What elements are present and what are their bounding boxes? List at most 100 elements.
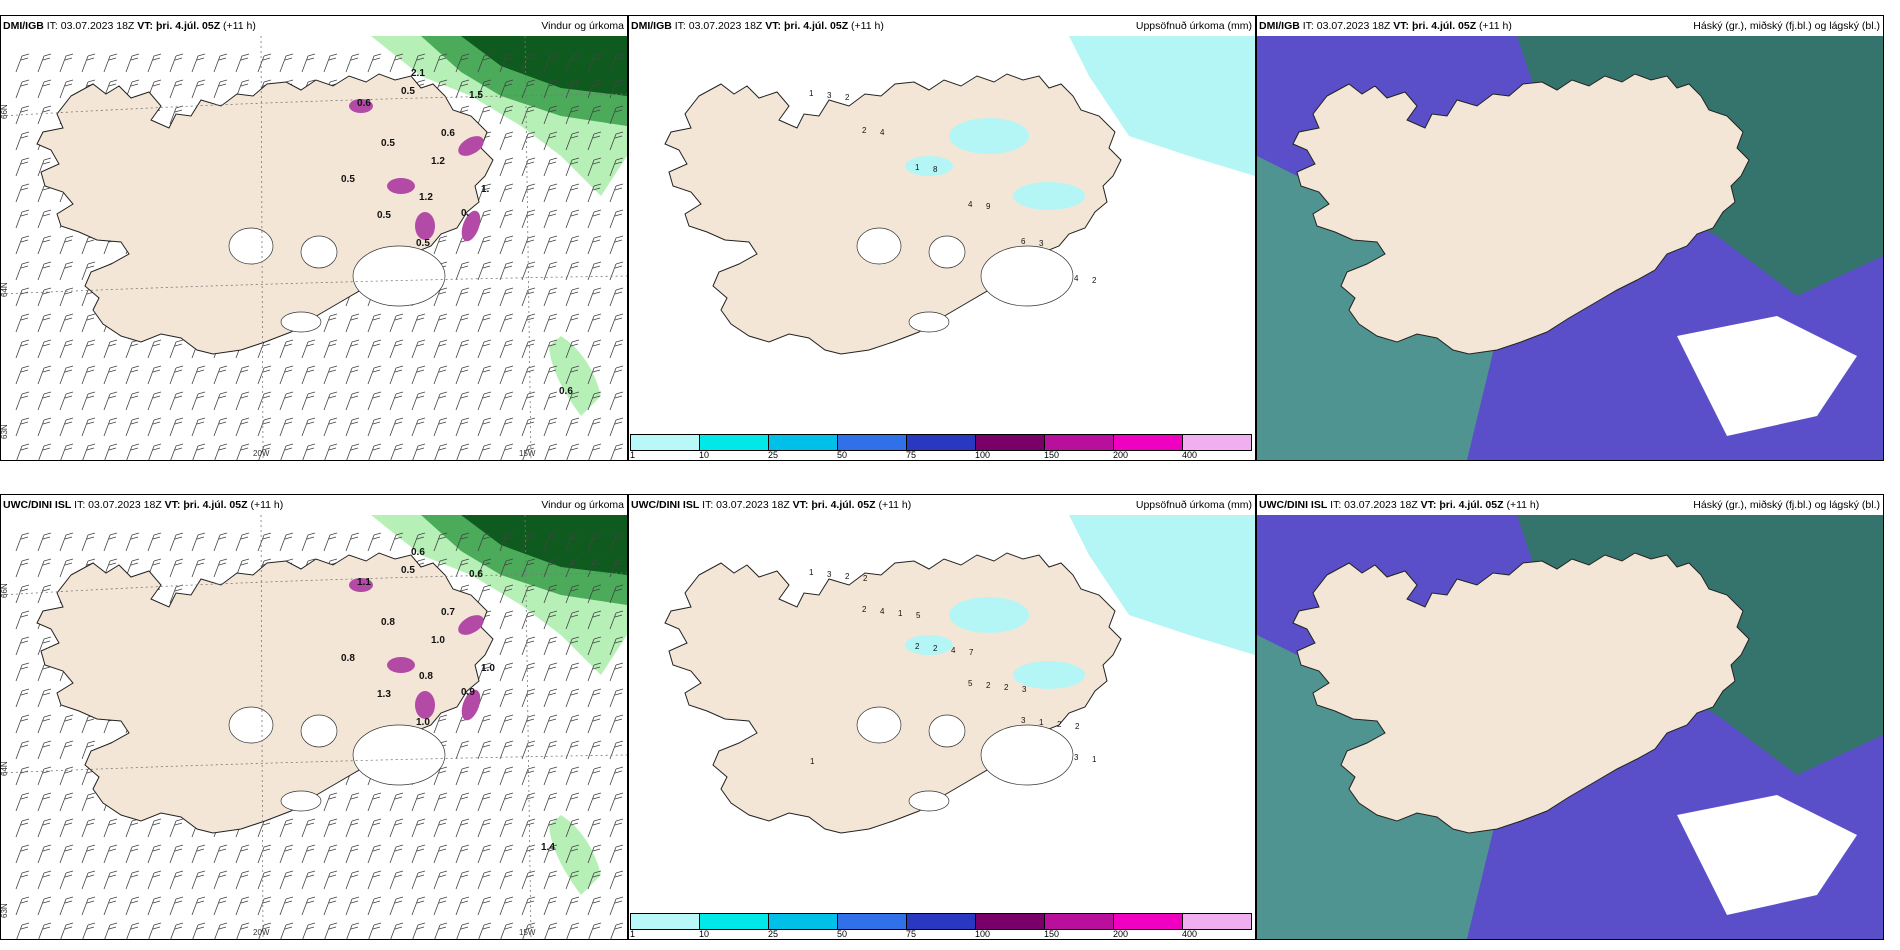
colorbar-swatch — [630, 434, 700, 451]
colorbar-label: 400 — [1182, 450, 1198, 460]
wind-barb — [499, 818, 514, 838]
lat-label: 64N — [1, 282, 9, 297]
wind-barb — [609, 287, 624, 307]
wind-barb — [587, 688, 602, 708]
wind-barb — [609, 870, 624, 890]
wind-barb — [455, 896, 470, 916]
wind-barb — [499, 105, 514, 125]
wind-barb — [15, 235, 30, 255]
wind-barb — [609, 740, 624, 760]
wind-barb — [191, 844, 206, 864]
accum-value-label: 1 — [915, 163, 920, 172]
wind-barb — [587, 209, 602, 229]
wind-barb — [543, 183, 558, 203]
wind-barb — [609, 183, 624, 203]
wind-barb — [59, 896, 74, 916]
wind-barb — [191, 870, 206, 890]
wind-barb — [543, 688, 558, 708]
wind-barb — [565, 558, 580, 578]
wind-barb — [499, 53, 514, 73]
wind-barb — [301, 896, 316, 916]
wind-barb — [257, 896, 272, 916]
wind-barb — [323, 53, 338, 73]
precip-value-label: 1.2 — [431, 156, 445, 167]
wind-barb — [59, 391, 74, 411]
wind-barb — [345, 532, 360, 552]
wind-barb — [147, 339, 162, 359]
wind-barb — [148, 922, 162, 939]
wind-barb — [500, 443, 514, 460]
wind-barb — [587, 365, 602, 385]
wind-barb — [389, 53, 404, 73]
wind-barb — [587, 740, 602, 760]
wind-barb — [565, 584, 580, 604]
sea-precip-label: 1.4 — [541, 842, 555, 853]
model-name: UWC/DINI ISL — [1259, 499, 1328, 511]
wind-barb — [301, 870, 316, 890]
wind-barb — [587, 105, 602, 125]
accum-value-label: 2 — [1075, 722, 1080, 731]
precip-purple-cells — [349, 99, 484, 242]
wind-barb — [126, 443, 140, 460]
precip-value-label: 1.5 — [469, 90, 483, 101]
wind-barb — [235, 53, 250, 73]
wind-barb — [37, 79, 52, 99]
wind-barb — [587, 662, 602, 682]
accum-value-label: 2 — [845, 93, 850, 102]
wind-barb — [257, 532, 272, 552]
wind-barb — [59, 365, 74, 385]
graticule — [1, 515, 627, 939]
wind-barb — [477, 844, 492, 864]
accum-value-label: 2 — [1092, 276, 1097, 285]
colorbar-label: 100 — [975, 450, 991, 460]
valid-time: þri. 4.júl. 05Z — [1439, 499, 1504, 511]
wind-barb — [15, 365, 30, 385]
wind-barb — [103, 365, 118, 385]
wind-barb — [411, 365, 426, 385]
wind-barb — [103, 870, 118, 890]
wind-barb — [499, 714, 514, 734]
wind-barb — [323, 313, 338, 333]
wind-barb — [477, 365, 492, 385]
wind-barb — [15, 766, 30, 786]
panel-title: UWC/DINI ISL IT: 03.07.2023 18Z VT: þri.… — [1, 495, 627, 515]
wind-barb — [192, 443, 206, 460]
wind-barb — [521, 417, 536, 437]
wind-barb — [565, 105, 580, 125]
wind-barb — [345, 53, 360, 73]
wind-barb — [59, 870, 74, 890]
wind-barb — [147, 870, 162, 890]
accum-labels: 1 2 1 4 6 4 3 4 8 9 3 2 2 — [809, 89, 1097, 285]
wind-barb — [565, 688, 580, 708]
colorbar-label: 1 — [630, 929, 636, 939]
accum-value-label: 2 — [862, 126, 867, 135]
wind-barb — [147, 896, 162, 916]
map-area: 1 2 1 4 6 4 3 4 8 9 3 2 2 — [629, 36, 1255, 460]
wind-barb — [15, 532, 30, 552]
wind-barb — [499, 558, 514, 578]
wind-barb — [82, 443, 96, 460]
wind-barb — [213, 844, 228, 864]
wind-barb — [367, 339, 382, 359]
wind-barb — [367, 818, 382, 838]
wind-barb — [477, 662, 492, 682]
accum-value-label: 6 — [1021, 237, 1026, 246]
wind-barb — [213, 391, 228, 411]
lead-time: (+11 h) — [851, 20, 884, 32]
wind-barb — [81, 365, 96, 385]
wind-barb — [279, 339, 294, 359]
wind-barb — [169, 558, 184, 578]
wind-barb — [15, 105, 30, 125]
wind-barb — [477, 235, 492, 255]
wind-barb — [455, 870, 470, 890]
precip-value-label: 0.5 — [401, 565, 415, 576]
accum-value-label: 1 — [1092, 755, 1097, 764]
wind-barb — [191, 896, 206, 916]
wind-barb — [521, 391, 536, 411]
wind-barb — [82, 922, 96, 939]
precip-value-label: 0.8 — [341, 653, 355, 664]
lat-label: 63N — [1, 903, 9, 918]
wind-barb — [500, 922, 514, 939]
wind-barb — [499, 339, 514, 359]
wind-barb — [169, 417, 184, 437]
